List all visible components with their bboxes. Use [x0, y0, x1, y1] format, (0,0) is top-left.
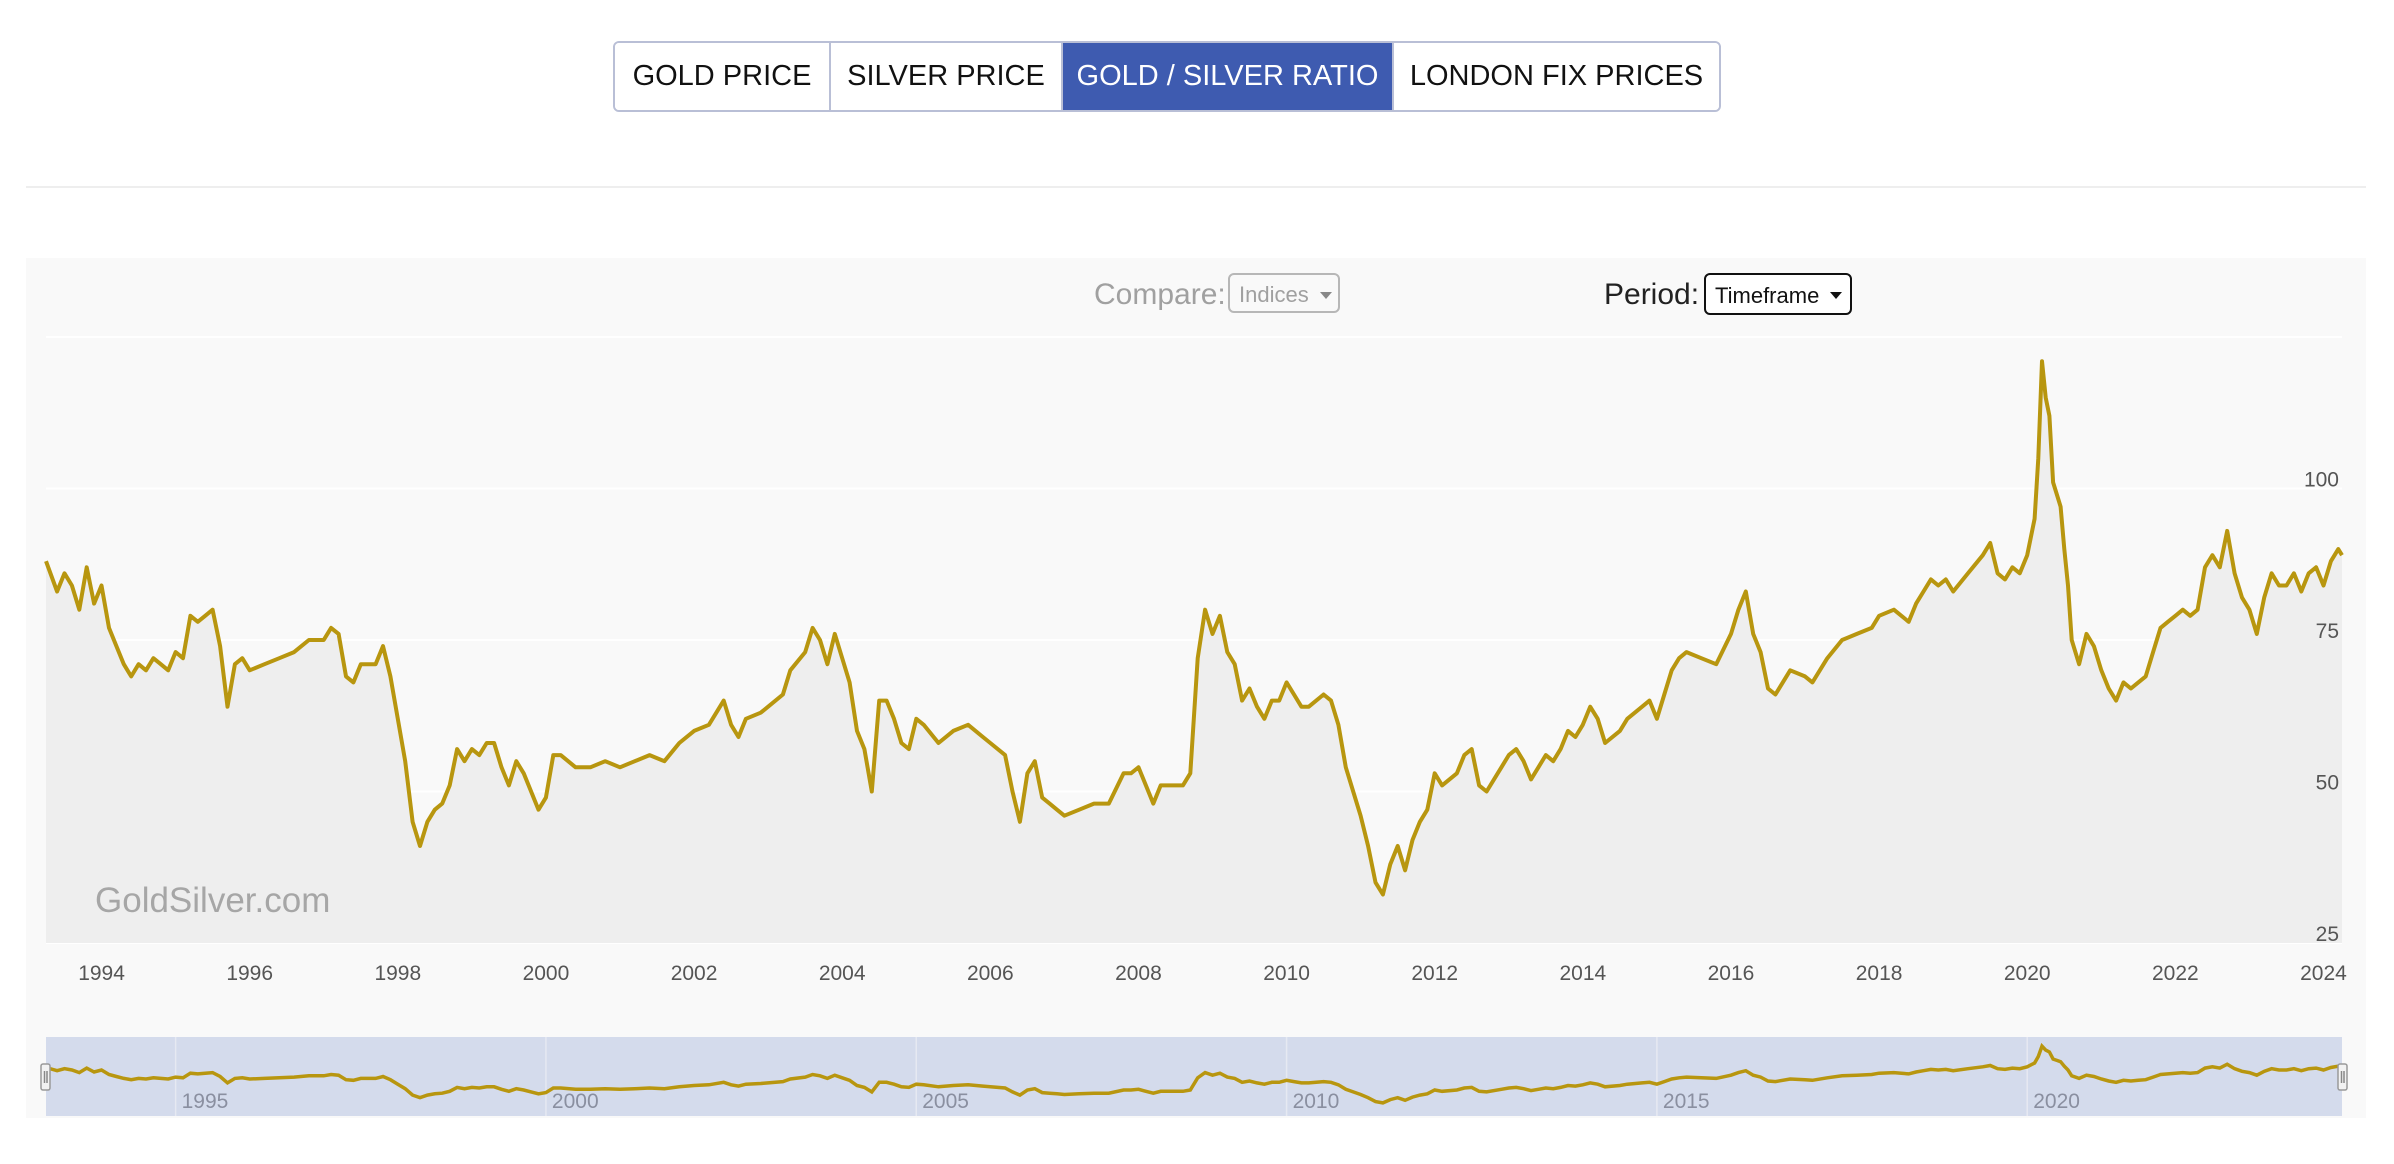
navigator-axis-labels: 1995 2000 2005 2010 2015 2020	[182, 1090, 2080, 1113]
navigator-right-handle[interactable]	[2337, 1063, 2348, 1091]
navigator-tick-label: 2005	[922, 1090, 969, 1113]
x-tick-label: 2022	[2152, 962, 2199, 985]
tab-gold-silver-ratio[interactable]: GOLD / SILVER RATIO	[1063, 43, 1394, 110]
caret-down-icon	[1830, 292, 1842, 299]
y-tick-label: 100	[2304, 469, 2339, 492]
range-navigator[interactable]: 1995 2000 2005 2010 2015 2020	[40, 1037, 2348, 1116]
watermark-text: GoldSilver.com	[95, 881, 331, 920]
x-tick-label: 2020	[2004, 962, 2051, 985]
x-tick-label: 1996	[226, 962, 273, 985]
caret-down-icon	[1320, 292, 1332, 299]
compare-label: Compare:	[1094, 278, 1226, 311]
x-tick-label: 2010	[1263, 962, 1310, 985]
x-tick-label: 2014	[1559, 962, 1606, 985]
period-dropdown[interactable]: Timeframe	[1704, 273, 1852, 315]
x-axis-labels: 1994 1996 1998 2000 2002 2004 2006 2008 2010 2012…	[78, 962, 2347, 985]
tab-london-fix-prices[interactable]: LONDON FIX PRICES	[1394, 43, 1719, 110]
y-axis-labels: 25 50 75 100	[2304, 469, 2339, 947]
navigator-tick-label: 2020	[2033, 1090, 2080, 1113]
tab-silver-price[interactable]: SILVER PRICE	[831, 43, 1063, 110]
x-tick-label: 2016	[1708, 962, 1755, 985]
compare-dropdown-value: Indices	[1239, 282, 1309, 307]
compare-dropdown[interactable]: Indices	[1228, 273, 1340, 313]
y-tick-label: 25	[2316, 923, 2339, 946]
series-area	[46, 361, 2342, 943]
tab-bar: GOLD PRICE SILVER PRICE GOLD / SILVER RA…	[613, 41, 1721, 112]
x-tick-label: 2012	[1411, 962, 1458, 985]
y-tick-label: 50	[2316, 772, 2339, 795]
period-label: Period:	[1604, 278, 1700, 311]
x-tick-label: 2008	[1115, 962, 1162, 985]
x-tick-label: 1994	[78, 962, 125, 985]
x-tick-label: 2002	[671, 962, 718, 985]
navigator-selection[interactable]	[46, 1037, 2342, 1116]
navigator-tick-label: 2015	[1663, 1090, 1710, 1113]
series-line	[44, 359, 2344, 897]
x-tick-label: 2004	[819, 962, 866, 985]
x-tick-label: 2000	[523, 962, 570, 985]
navigator-tick-label: 2000	[552, 1090, 599, 1113]
navigator-tick-label: 2010	[1293, 1090, 1340, 1113]
tab-gold-price[interactable]: GOLD PRICE	[615, 43, 831, 110]
navigator-series-line	[45, 1042, 2343, 1105]
section-divider	[26, 186, 2366, 188]
x-tick-label: 2018	[1856, 962, 1903, 985]
y-tick-label: 75	[2316, 620, 2339, 643]
x-tick-label: 2006	[967, 962, 1014, 985]
x-tick-label: 1998	[374, 962, 421, 985]
navigator-left-handle[interactable]	[40, 1063, 51, 1091]
x-tick-label: 2024	[2300, 962, 2347, 985]
navigator-tick-label: 1995	[182, 1090, 229, 1113]
period-dropdown-value: Timeframe	[1715, 283, 1820, 308]
